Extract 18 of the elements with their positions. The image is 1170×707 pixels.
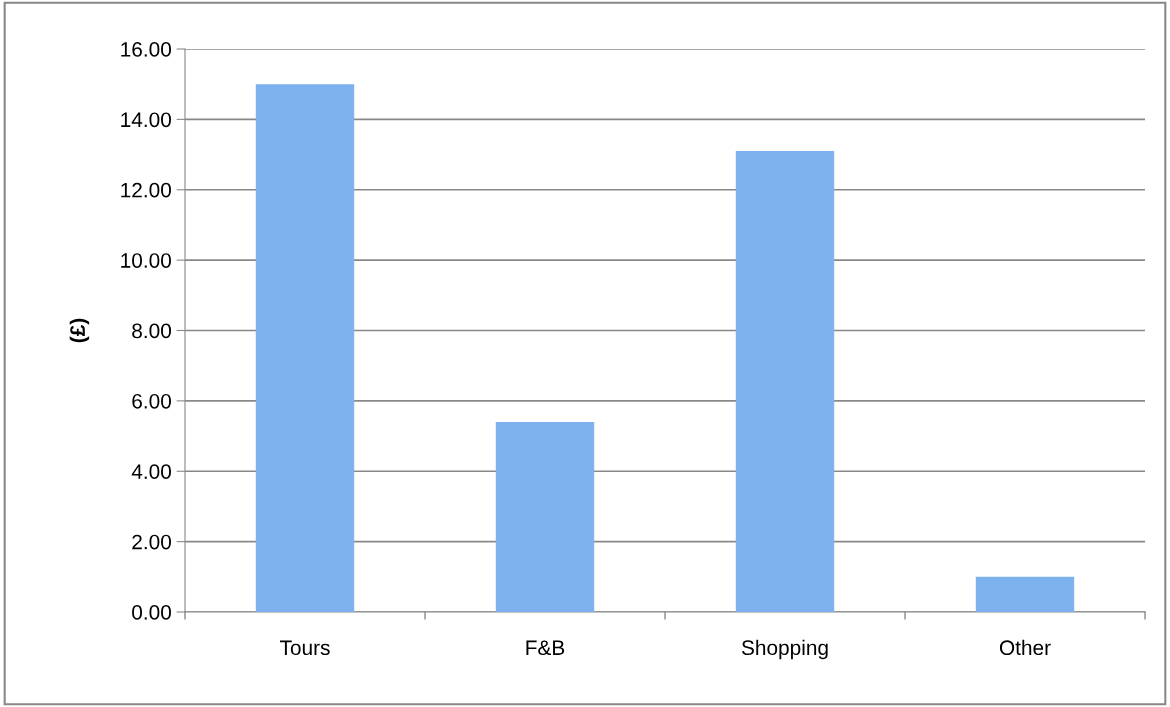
x-tick-label: Other [999,639,1051,656]
x-tick-label: Tours [280,640,330,656]
y-tick-label: 8.00 [132,323,171,339]
bar [255,84,355,612]
y-tick-label: 0.00 [132,605,171,620]
y-tick-label: 2.00 [132,534,171,550]
bar [495,421,595,612]
y-axis-title: (£) [69,318,90,343]
y-tick-label: 14.00 [121,112,171,128]
x-tick-label: Shopping [741,639,828,660]
y-tick-label: 10.00 [121,253,171,268]
y-tick-label: 4.00 [131,464,171,479]
y-tick-label: 12.00 [121,182,171,198]
y-tick-label: 16.00 [121,42,171,57]
y-tick-label: 6.00 [132,393,171,409]
bar [975,576,1075,612]
bar [735,151,835,612]
x-tick-label: F&B [526,640,565,656]
